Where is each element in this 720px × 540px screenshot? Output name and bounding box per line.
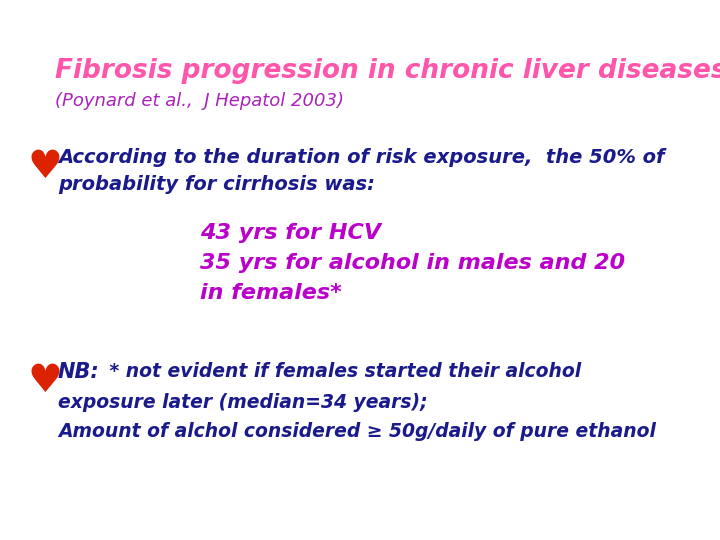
Text: According to the duration of risk exposure,  the 50% of: According to the duration of risk exposu…: [58, 148, 665, 167]
Text: ♥: ♥: [28, 362, 63, 400]
Text: 35 yrs for alcohol in males and 20: 35 yrs for alcohol in males and 20: [200, 253, 625, 273]
Text: exposure later (median=34 years);: exposure later (median=34 years);: [58, 393, 428, 412]
Text: probability for cirrhosis was:: probability for cirrhosis was:: [58, 175, 375, 194]
Text: Amount of alchol considered ≥ 50g/daily of pure ethanol: Amount of alchol considered ≥ 50g/daily …: [58, 422, 656, 441]
Text: 43 yrs for HCV: 43 yrs for HCV: [200, 223, 381, 243]
Text: in females*: in females*: [200, 283, 342, 303]
Text: * not evident if females started their alcohol: * not evident if females started their a…: [103, 362, 581, 381]
Text: ♥: ♥: [28, 148, 63, 186]
Text: Fibrosis progression in chronic liver diseases: Fibrosis progression in chronic liver di…: [55, 58, 720, 84]
Text: (Poynard et al.,  J Hepatol 2003): (Poynard et al., J Hepatol 2003): [55, 92, 344, 110]
Text: NB:: NB:: [58, 362, 100, 382]
